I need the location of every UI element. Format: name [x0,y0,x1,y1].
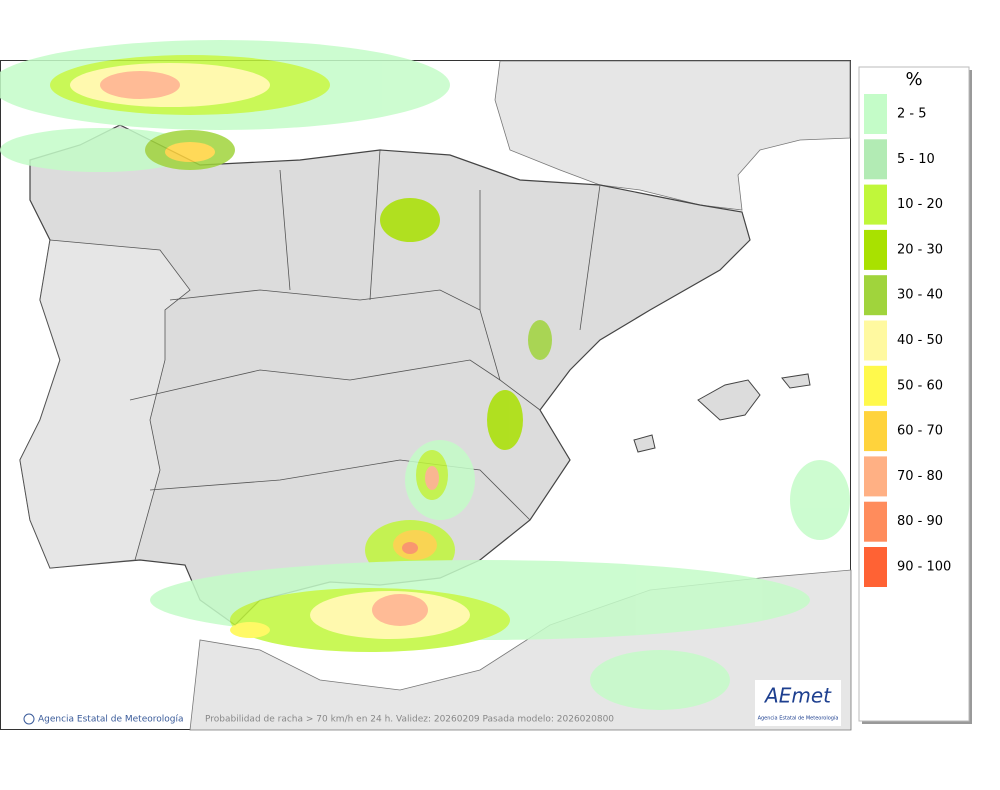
legend-label: 30 - 40 [897,288,943,303]
legend-label: 10 - 20 [897,197,943,212]
legend-label: 60 - 70 [897,424,943,439]
legend-label: 40 - 50 [897,333,943,348]
legend-swatch [864,275,887,316]
legend-swatch [864,184,887,225]
legend-swatch [864,365,887,406]
probability-areas [0,40,850,710]
legend-swatch [864,94,887,134]
legend-swatch [864,456,887,497]
land-france [494,60,851,211]
island-menorca [781,373,811,389]
caption: Probabilidad de racha > 70 km/h en 24 h.… [205,715,614,725]
legend-swatch [864,229,887,270]
legend-swatch [864,501,887,542]
legend-label: 80 - 90 [897,514,943,529]
legend-swatch [864,547,887,587]
legend-label: 5 - 10 [897,152,935,167]
legend-items: 2 - 5 5 - 10 10 - 20 20 - 30 30 - 40 40 - 50 5… [864,94,951,587]
legend-swatch [864,320,887,361]
legend-label: 50 - 60 [897,378,943,393]
logo-box [755,680,841,726]
legend-swatch [864,411,887,452]
land-portugal [19,239,191,569]
legend-label: 70 - 80 [897,469,943,484]
credit: Agencia Estatal de Meteorología [38,715,184,725]
legend-label: 20 - 30 [897,242,943,257]
legend-swatch [864,139,887,180]
legend-title: % [905,69,922,90]
legend-label: 2 - 5 [897,107,927,122]
legend-label: 90 - 100 [897,560,951,575]
logo-subtitle: Agencia Estatal de Meteorología [758,715,839,722]
logo-name: AEmet [763,684,832,708]
region-borders [129,149,601,521]
copyright-icon [23,713,35,725]
island-mallorca [697,379,761,421]
island-ibiza [633,434,656,453]
